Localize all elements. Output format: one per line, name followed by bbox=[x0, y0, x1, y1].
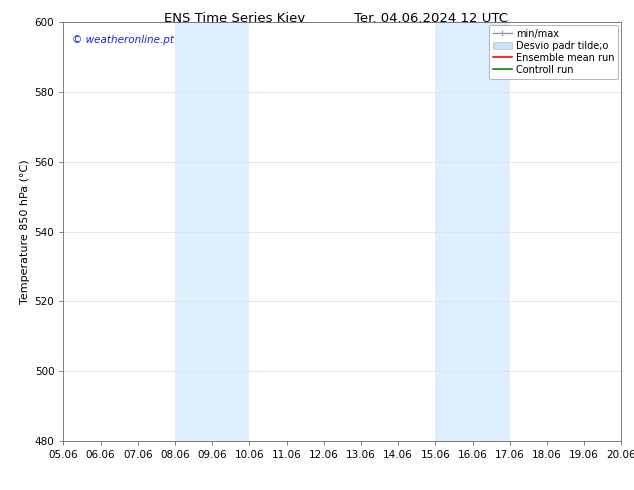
Bar bbox=[436, 22, 510, 441]
Text: Ter. 04.06.2024 12 UTC: Ter. 04.06.2024 12 UTC bbox=[354, 12, 508, 25]
Bar bbox=[175, 22, 249, 441]
Text: ENS Time Series Kiev: ENS Time Series Kiev bbox=[164, 12, 305, 25]
Legend: min/max, Desvio padr tilde;o, Ensemble mean run, Controll run: min/max, Desvio padr tilde;o, Ensemble m… bbox=[489, 25, 618, 78]
Text: © weatheronline.pt: © weatheronline.pt bbox=[72, 35, 174, 45]
Y-axis label: Temperature 850 hPa (°C): Temperature 850 hPa (°C) bbox=[20, 159, 30, 304]
